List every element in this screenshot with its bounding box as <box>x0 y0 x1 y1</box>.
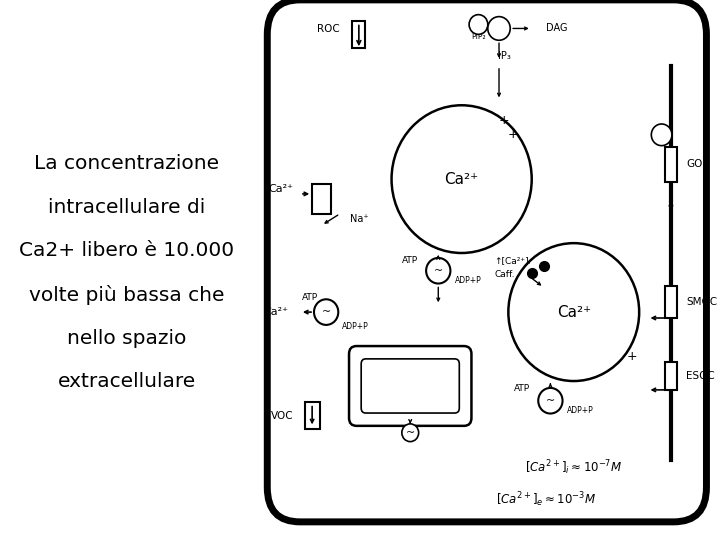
Text: volte più bassa che: volte più bassa che <box>29 285 225 305</box>
Text: ATP: ATP <box>402 256 418 265</box>
Text: ATP: ATP <box>302 293 318 302</box>
Text: P/C: P/C <box>492 24 505 33</box>
Text: Na⁺: Na⁺ <box>349 213 368 224</box>
Text: ADP+P: ADP+P <box>567 406 594 415</box>
Text: Ca2+ libero è 10.000: Ca2+ libero è 10.000 <box>19 241 234 260</box>
Text: IP₃: IP₃ <box>498 51 511 61</box>
Text: $[Ca^{2+}]_i \approx 10^{-7}M$: $[Ca^{2+}]_i \approx 10^{-7}M$ <box>525 458 623 477</box>
Bar <box>312 184 330 214</box>
Text: +: + <box>508 129 518 141</box>
Bar <box>665 147 677 181</box>
Text: nello spazio: nello spazio <box>67 329 186 348</box>
Circle shape <box>508 243 639 381</box>
Circle shape <box>487 17 510 40</box>
Text: Ca²⁺: Ca²⁺ <box>269 184 294 194</box>
Circle shape <box>652 124 672 146</box>
Text: La concentrazione: La concentrazione <box>34 154 220 173</box>
Text: VOC: VOC <box>271 410 294 421</box>
Text: ~: ~ <box>433 266 443 276</box>
Text: Ca²⁺: Ca²⁺ <box>396 380 424 393</box>
Text: +: + <box>626 350 637 363</box>
Text: $[Ca^{2+}]_e \approx 10^{-3}M$: $[Ca^{2+}]_e \approx 10^{-3}M$ <box>495 490 596 509</box>
Circle shape <box>539 388 562 414</box>
Text: ~: ~ <box>546 396 555 406</box>
Bar <box>352 21 365 48</box>
Text: +: + <box>498 113 509 126</box>
Text: extracellulare: extracellulare <box>58 372 196 391</box>
Circle shape <box>402 424 418 442</box>
Text: ~: ~ <box>405 428 415 438</box>
Text: intracellulare di: intracellulare di <box>48 198 205 217</box>
Bar <box>665 287 677 318</box>
Text: ATP: ATP <box>514 384 530 394</box>
Text: ADP+P: ADP+P <box>342 322 369 332</box>
Bar <box>305 402 320 429</box>
Text: GOC: GOC <box>686 159 710 170</box>
Circle shape <box>469 15 487 35</box>
Text: DAG: DAG <box>546 23 567 33</box>
Text: Ca²⁺: Ca²⁺ <box>557 305 591 320</box>
Text: SMOC: SMOC <box>686 297 717 307</box>
Circle shape <box>314 299 338 325</box>
FancyBboxPatch shape <box>361 359 459 413</box>
Text: ESOC: ESOC <box>686 371 715 381</box>
Text: Caff.: Caff. <box>495 270 515 279</box>
Circle shape <box>426 258 451 284</box>
FancyBboxPatch shape <box>349 346 472 426</box>
Text: Ca²⁺: Ca²⁺ <box>444 172 479 187</box>
Text: G: G <box>475 20 482 29</box>
Text: PIP₂: PIP₂ <box>471 32 486 41</box>
Text: ~: ~ <box>322 307 330 317</box>
Text: ADP+P: ADP+P <box>455 276 482 285</box>
Text: ROC: ROC <box>318 24 340 35</box>
Text: ↑[Ca²⁺]ᵢ: ↑[Ca²⁺]ᵢ <box>495 256 531 265</box>
Circle shape <box>392 105 531 253</box>
Bar <box>665 362 677 390</box>
Text: Ca²⁺: Ca²⁺ <box>264 307 289 317</box>
